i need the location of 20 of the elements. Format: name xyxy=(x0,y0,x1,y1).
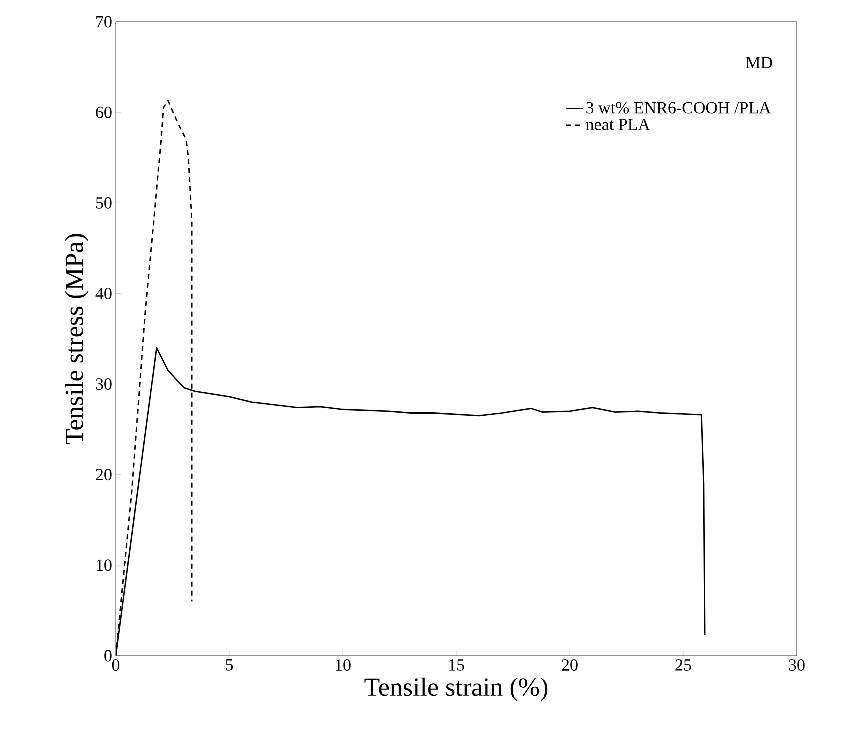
x-tick-label: 10 xyxy=(336,660,351,671)
y-tick-label: 0 xyxy=(104,650,112,662)
x-tick-label: 30 xyxy=(789,660,805,671)
y-tick-label: 50 xyxy=(96,197,112,209)
x-tick-label: 5 xyxy=(226,660,234,671)
y-tick-label: 10 xyxy=(96,560,112,572)
y-tick-label: 70 xyxy=(96,16,112,28)
x-tick-label: 0 xyxy=(112,660,120,671)
x-tick-label: 20 xyxy=(562,660,578,671)
annotation: MD xyxy=(746,57,772,68)
x-tick-label: 15 xyxy=(449,660,464,671)
legend-label: neat PLA xyxy=(586,119,650,130)
y-axis-title: Tensile stress (MPa) xyxy=(65,234,89,444)
x-axis-title: Tensile strain (%) xyxy=(364,678,548,702)
y-tick-label: 20 xyxy=(96,469,112,481)
y-tick-label: 40 xyxy=(96,288,112,300)
y-tick-label: 60 xyxy=(96,106,112,118)
y-tick-label: 30 xyxy=(96,378,112,390)
legend-label: 3 wt% ENR6-COOH /PLA xyxy=(586,102,772,114)
x-tick-label: 25 xyxy=(676,660,692,671)
